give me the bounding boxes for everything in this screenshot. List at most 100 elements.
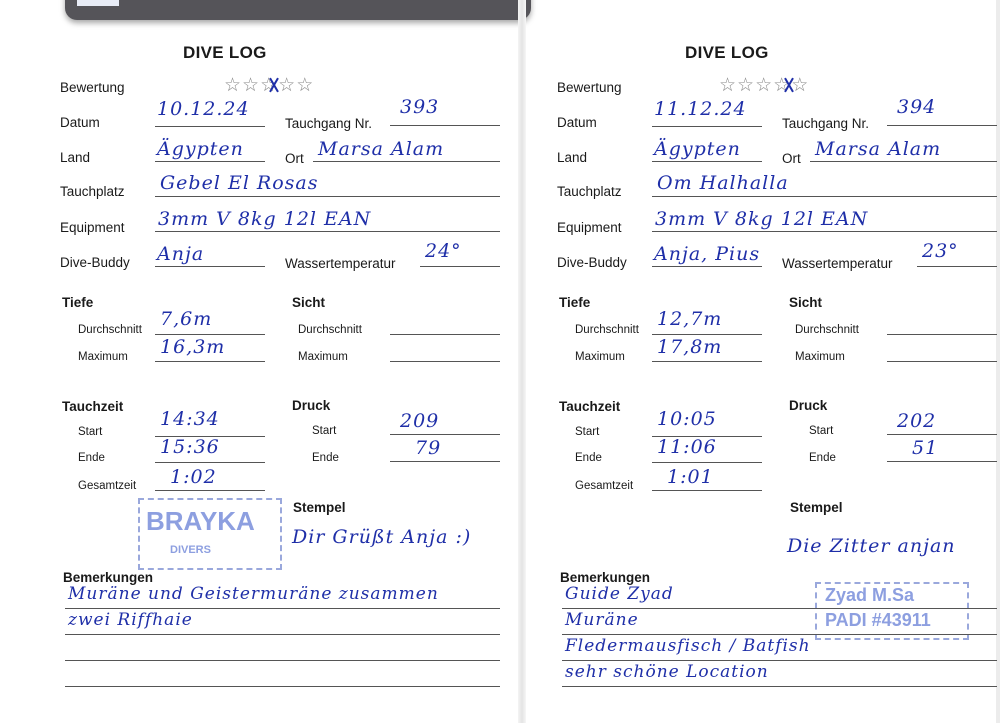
time-total-value[interactable]: 1:02 <box>170 466 217 488</box>
date-value[interactable]: 10.12.24 <box>157 98 250 120</box>
water-temp-value[interactable]: 24° <box>425 240 462 262</box>
dive-number-value[interactable]: 393 <box>400 96 440 118</box>
date-value[interactable]: 11.12.24 <box>654 98 747 120</box>
dive-number-label: Tauchgang Nr. <box>782 116 870 131</box>
write-line <box>887 434 997 435</box>
page-thumbnail-icon[interactable] <box>77 0 119 6</box>
dive-number-value[interactable]: 394 <box>897 96 937 118</box>
stamp-heading: Stempel <box>293 500 346 515</box>
pressure-end-value[interactable]: 51 <box>912 437 939 459</box>
site-value[interactable]: Gebel El Rosas <box>160 172 319 194</box>
remarks-heading: Bemerkungen <box>63 570 154 585</box>
site-value[interactable]: Om Halhalla <box>657 172 789 194</box>
write-line <box>155 436 265 437</box>
depth-maximum-label: Maximum <box>78 351 128 363</box>
date-label: Datum <box>557 115 597 130</box>
rating-stars[interactable]: ☆☆☆☆☆ <box>719 74 809 97</box>
time-end-value[interactable]: 15:36 <box>160 436 220 458</box>
stamp-subtext: DIVERS <box>170 544 211 556</box>
page-edge <box>996 0 1000 723</box>
write-line <box>390 434 500 435</box>
star-icon[interactable]: ☆ <box>719 75 738 96</box>
visibility-heading: Sicht <box>789 295 823 310</box>
place-value[interactable]: Marsa Alam <box>815 138 942 160</box>
write-line <box>562 686 997 687</box>
country-value[interactable]: Ägypten <box>654 138 741 160</box>
place-value[interactable]: Marsa Alam <box>318 138 445 160</box>
water-temp-value[interactable]: 23° <box>922 240 959 262</box>
pressure-end-value[interactable]: 79 <box>415 437 442 459</box>
depth-maximum-value[interactable]: 17,8m <box>657 336 723 358</box>
write-line <box>155 462 265 463</box>
star-icon[interactable]: ☆ <box>242 75 261 96</box>
write-line <box>155 231 500 232</box>
water-temp-label: Wassertemperatur <box>285 256 396 271</box>
write-line <box>313 161 500 162</box>
star-icon[interactable]: ☆ <box>278 75 297 96</box>
write-line <box>887 334 997 335</box>
star-icon[interactable]: ☆ <box>755 75 774 96</box>
pressure-start-label: Start <box>809 425 834 437</box>
pressure-heading: Druck <box>789 398 828 413</box>
water-temp-label: Wassertemperatur <box>782 256 893 271</box>
viewer-toolbar[interactable] <box>65 0 531 20</box>
write-line <box>155 334 265 335</box>
pressure-start-value[interactable]: 209 <box>400 410 440 432</box>
remark-line[interactable]: Guide Zyad <box>565 584 674 604</box>
time-start-value[interactable]: 10:05 <box>657 408 717 430</box>
visibility-average-label: Durchschnitt <box>298 324 362 336</box>
rating-label: Bewertung <box>557 80 622 95</box>
time-end-value[interactable]: 11:06 <box>657 436 717 458</box>
write-line <box>155 490 265 491</box>
pressure-start-value[interactable]: 202 <box>897 410 937 432</box>
remark-line[interactable]: Muräne und Geistermuräne zusammen <box>68 584 439 604</box>
depth-average-label: Durchschnitt <box>78 324 142 336</box>
equipment-label: Equipment <box>60 220 125 235</box>
rating-mark-icon <box>267 77 281 93</box>
write-line <box>652 126 762 127</box>
time-start-label: Start <box>78 426 103 438</box>
remark-line[interactable]: Muräne <box>565 610 639 630</box>
time-total-value[interactable]: 1:01 <box>667 466 714 488</box>
stamp-subtext: PADI #43911 <box>825 610 931 630</box>
stamp-note[interactable]: Die Zitter anjan <box>787 535 956 557</box>
equipment-value[interactable]: 3mm V 8kg 12l EAN <box>158 208 372 230</box>
write-line <box>155 126 265 127</box>
depth-average-value[interactable]: 12,7m <box>657 308 723 330</box>
page-title: DIVE LOG <box>685 43 769 62</box>
pressure-heading: Druck <box>292 398 331 413</box>
stamp-text: BRAYKA <box>146 506 255 536</box>
star-icon[interactable]: ☆ <box>224 75 243 96</box>
buddy-value[interactable]: Anja <box>157 243 205 265</box>
write-line <box>652 196 997 197</box>
write-line <box>652 436 762 437</box>
pressure-start-label: Start <box>312 425 337 437</box>
star-icon[interactable]: ☆ <box>737 75 756 96</box>
star-icon[interactable]: ☆ <box>296 75 315 96</box>
rating-mark-icon <box>782 77 796 93</box>
book-gutter <box>518 0 526 723</box>
time-start-value[interactable]: 14:34 <box>160 408 220 430</box>
site-label: Tauchplatz <box>557 184 622 199</box>
depth-average-value[interactable]: 7,6m <box>160 308 213 330</box>
dive-time-heading: Tauchzeit <box>559 399 621 414</box>
depth-maximum-value[interactable]: 16,3m <box>160 336 226 358</box>
remark-line[interactable]: sehr schöne Location <box>565 662 769 682</box>
write-line <box>562 608 997 609</box>
buddy-value[interactable]: Anja, Pius <box>654 243 761 265</box>
dive-log-page-2: DIVE LOG Bewertung ☆☆☆☆☆ Datum 11.12.24 Tauch… <box>497 0 997 723</box>
dive-log-page-1: DIVE LOG Bewertung ☆☆☆☆☆ Datum 10.12.24 Tauch… <box>0 0 500 723</box>
dive-number-label: Tauchgang Nr. <box>285 116 373 131</box>
write-line <box>562 660 997 661</box>
remark-line[interactable]: zwei Riffhaie <box>68 610 193 630</box>
rating-stars[interactable]: ☆☆☆☆☆ <box>224 74 314 97</box>
pressure-end-label: Ende <box>809 452 836 464</box>
stamp-note[interactable]: Dir Grüßt Anja :) <box>292 526 472 548</box>
time-total-label: Gesamtzeit <box>78 480 137 492</box>
country-value[interactable]: Ägypten <box>157 138 244 160</box>
country-label: Land <box>557 150 588 165</box>
remark-line[interactable]: Fledermausfisch / Batfish <box>565 636 811 656</box>
depth-heading: Tiefe <box>559 295 591 310</box>
equipment-value[interactable]: 3mm V 8kg 12l EAN <box>655 208 869 230</box>
buddy-label: Dive-Buddy <box>557 255 627 270</box>
